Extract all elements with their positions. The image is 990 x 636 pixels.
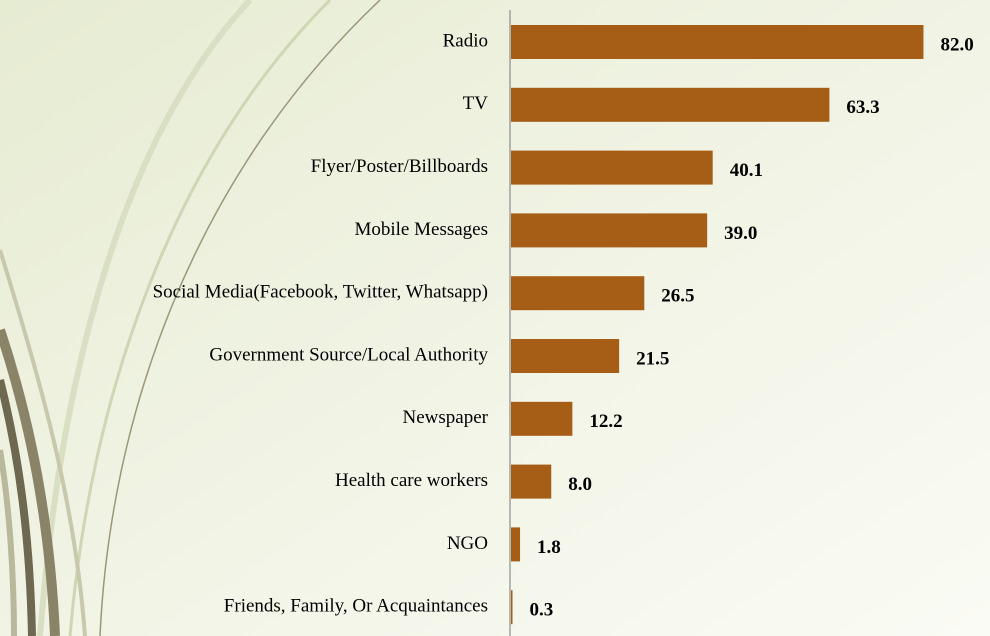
category-label: Health care workers (335, 470, 488, 491)
category-label: Flyer/Poster/Billboards (311, 156, 488, 177)
bar (511, 276, 645, 311)
bar (511, 25, 924, 59)
bar (511, 527, 521, 562)
category-label: NGO (447, 533, 488, 554)
value-label: 40.1 (730, 160, 763, 181)
value-label: 12.2 (589, 411, 622, 432)
category-label: Newspaper (403, 407, 489, 428)
category-label: Government Source/Local Authority (209, 344, 488, 365)
category-label: TV (463, 93, 489, 114)
category-label: Friends, Family, Or Acquaintances (224, 596, 488, 617)
decoration (0, 0, 381, 636)
value-label: 8.0 (568, 474, 592, 495)
category-label: Mobile Messages (354, 219, 488, 240)
value-label: 63.3 (846, 97, 879, 118)
value-label: 26.5 (661, 286, 694, 307)
value-label: 21.5 (636, 348, 669, 369)
category-label: Social Media(Facebook, Twitter, Whatsapp… (153, 282, 488, 303)
value-label: 0.3 (530, 600, 554, 621)
bar (511, 590, 513, 625)
bar (511, 87, 830, 122)
value-label: 1.8 (537, 537, 561, 558)
value-label: 82.0 (940, 34, 973, 55)
bar (511, 150, 713, 185)
bar (511, 401, 573, 436)
bar (511, 464, 552, 499)
value-label: 39.0 (724, 223, 757, 244)
category-label: Radio (443, 30, 488, 51)
bar (511, 213, 708, 248)
bar (511, 339, 620, 373)
